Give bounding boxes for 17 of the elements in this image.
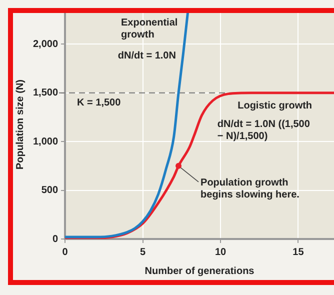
annotation: Exponential growth xyxy=(120,18,178,41)
y-tick-label: 2,000 xyxy=(32,38,58,50)
x-tick-label: 5 xyxy=(140,246,146,258)
x-tick-label: 15 xyxy=(292,246,304,258)
ref-line-label: K = 1,500 xyxy=(77,98,122,109)
x-tick-label: 0 xyxy=(62,246,68,258)
y-axis-title: Population size (N) xyxy=(14,80,26,170)
annotation: Logistic growth xyxy=(238,100,312,112)
y-tick-label: 1,000 xyxy=(32,136,58,148)
x-axis-title: Number of generations xyxy=(144,266,255,277)
y-tick-label: 0 xyxy=(52,234,58,245)
y-tick-label: 1,500 xyxy=(32,88,58,99)
y-tick-label: 500 xyxy=(41,185,58,196)
annotation: Population growth begins slowing here. xyxy=(200,178,300,201)
x-tick-label: 10 xyxy=(214,246,226,258)
annotation: dN/dt = 1.0N xyxy=(118,50,176,62)
annotation: dN/dt = 1.0N ((1,500 − N)/1,500) xyxy=(217,118,310,142)
